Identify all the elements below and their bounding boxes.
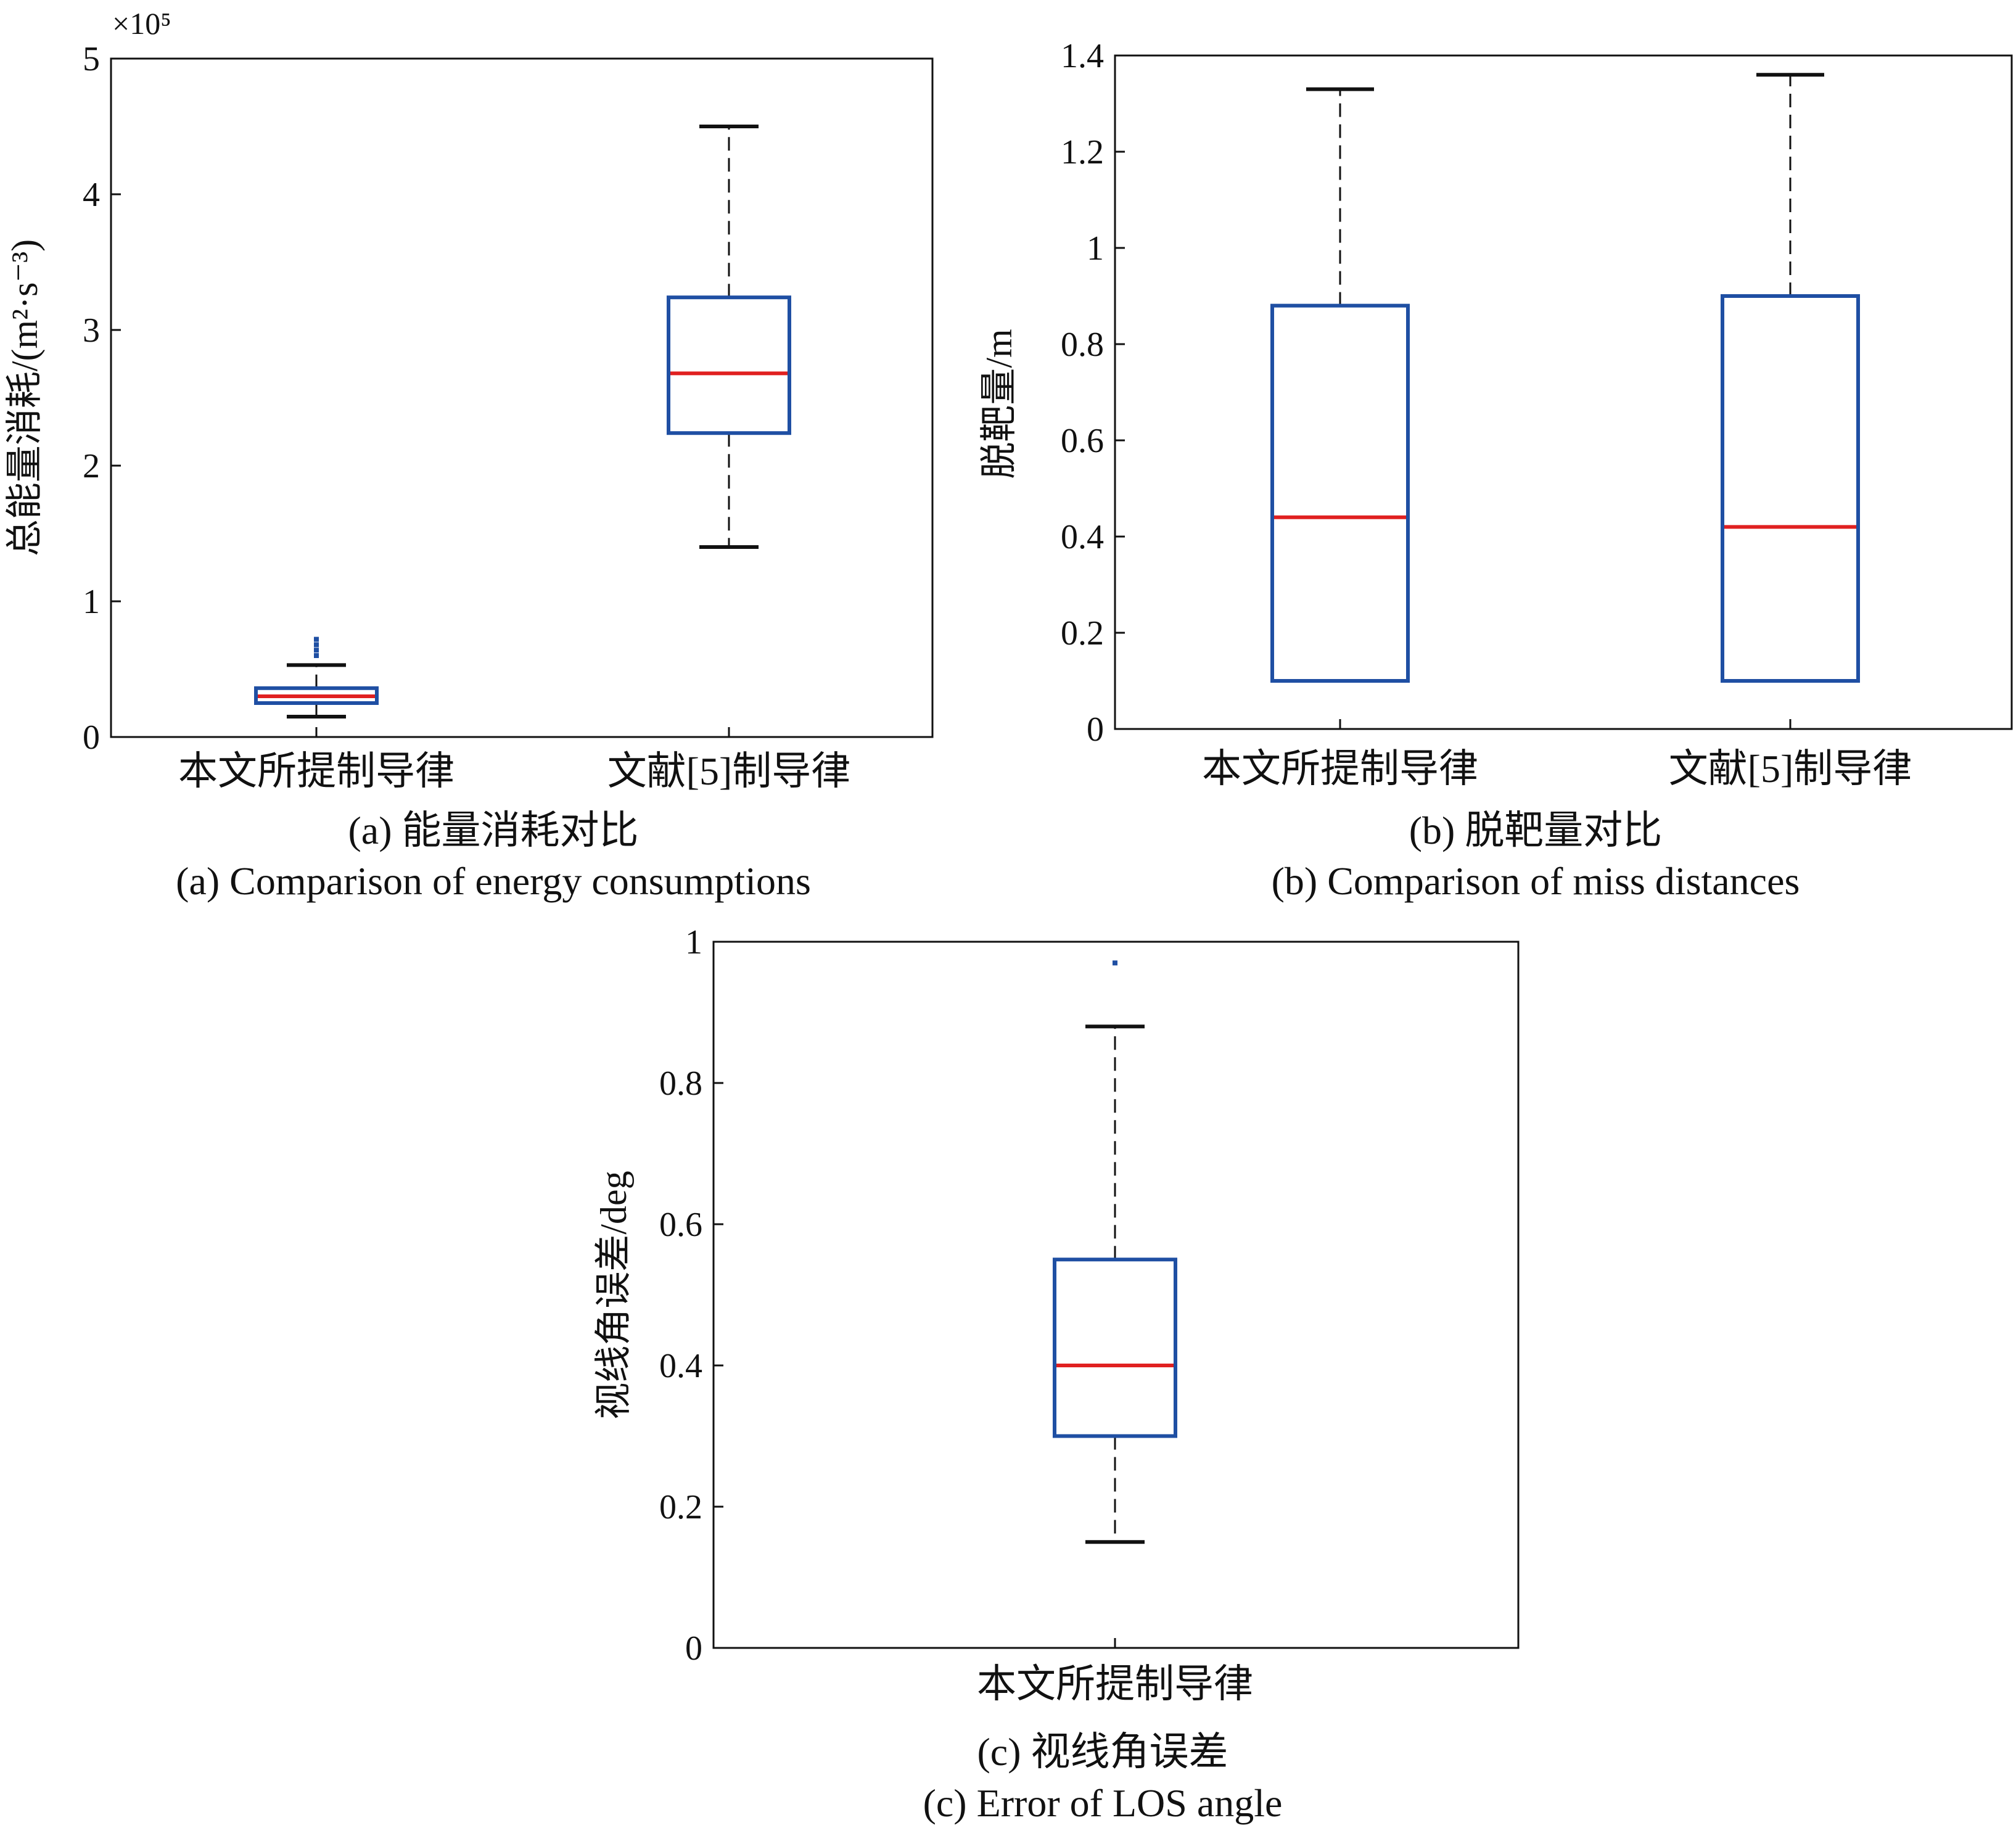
y-tick-label: 4	[83, 176, 100, 214]
y-tick-label: 1	[1087, 229, 1104, 268]
y-axis-label: 视线角误差/deg	[593, 1171, 634, 1419]
x-category-label: 文献[5]制导律	[607, 749, 851, 793]
y-tick-label: 0	[685, 1629, 702, 1668]
y-axis-label: 总能量消耗/(m²·s⁻³)	[4, 239, 45, 556]
y-tick-label: 0.2	[659, 1488, 702, 1526]
x-category-label: 本文所提制导律	[178, 749, 455, 793]
iqr-box	[1721, 294, 1860, 683]
outlier-point	[1113, 960, 1117, 966]
y-tick-label: 0.4	[1061, 518, 1104, 556]
plot-frame	[110, 57, 934, 738]
caption-en: (c) Error of LOS angle	[923, 1781, 1283, 1825]
x-category-label: 本文所提制导律	[977, 1662, 1253, 1706]
chart-panel-a: 0 1 2 3 4 5 ×10⁵ 总能量消耗/(m²·s⁻³) 本文所提制导律 文献[5]制导律 (…	[4, 6, 934, 903]
caption-cn: (c) 视线角误差	[977, 1730, 1228, 1774]
caption-cn: (b) 脱靶量对比	[1409, 809, 1663, 852]
outlier-point	[314, 636, 319, 642]
outlier-point	[314, 653, 319, 658]
y-tick-label: 5	[83, 40, 100, 78]
box-2: 文献[5]制导律	[607, 125, 851, 793]
iqr-box	[1053, 1258, 1177, 1438]
y-tick-label: 3	[83, 311, 100, 350]
y-tick-label: 0.4	[659, 1347, 702, 1385]
plot-frame	[1114, 54, 2013, 730]
iqr-box	[254, 686, 379, 706]
caption-en: (b) Comparison of miss distances	[1272, 859, 1800, 903]
caption-en: (a) Comparison of energy consumptions	[176, 859, 811, 903]
y-tick-label: 1.4	[1061, 37, 1104, 75]
y-tick-label: 0	[1087, 710, 1104, 749]
y-axis-label: 脱靶量/m	[979, 329, 1019, 479]
box-1: 本文所提制导律	[178, 636, 455, 793]
y-tick-label: 1	[83, 583, 100, 621]
x-category-label: 文献[5]制导律	[1669, 747, 1912, 791]
y-tick-label: 0.2	[1061, 614, 1104, 653]
y-tick-label: 1	[685, 923, 702, 961]
x-category-label: 本文所提制导律	[1202, 747, 1478, 791]
y-tick-label: 0	[83, 718, 100, 757]
y-multiplier-label: ×10⁵	[112, 6, 171, 41]
caption-cn: (a) 能量消耗对比	[348, 809, 638, 852]
chart-panel-b: 0 0.2 0.4 0.6 0.8 1 1.2 1.4 脱靶量/m 本文所提制导律 文献[5]制导律…	[979, 37, 2013, 903]
y-tick-label: 0.8	[659, 1064, 702, 1103]
iqr-box	[1270, 303, 1410, 683]
y-tick-label: 0.6	[659, 1206, 702, 1244]
iqr-box	[667, 295, 791, 435]
outlier-point	[314, 648, 319, 653]
y-tick-label: 0.8	[1061, 326, 1104, 364]
box-1: 本文所提制导律	[1202, 87, 1478, 791]
chart-panel-c: 0 0.2 0.4 0.6 0.8 1 视线角误差/deg 本文所提制导律 (c) 视线角误差 (…	[593, 923, 1520, 1825]
y-tick-label: 2	[83, 447, 100, 485]
box-1: 本文所提制导律	[977, 960, 1253, 1706]
outlier-point	[314, 642, 319, 648]
y-tick-label: 1.2	[1061, 133, 1104, 171]
box-2: 文献[5]制导律	[1669, 73, 1912, 791]
y-tick-label: 0.6	[1061, 422, 1104, 460]
